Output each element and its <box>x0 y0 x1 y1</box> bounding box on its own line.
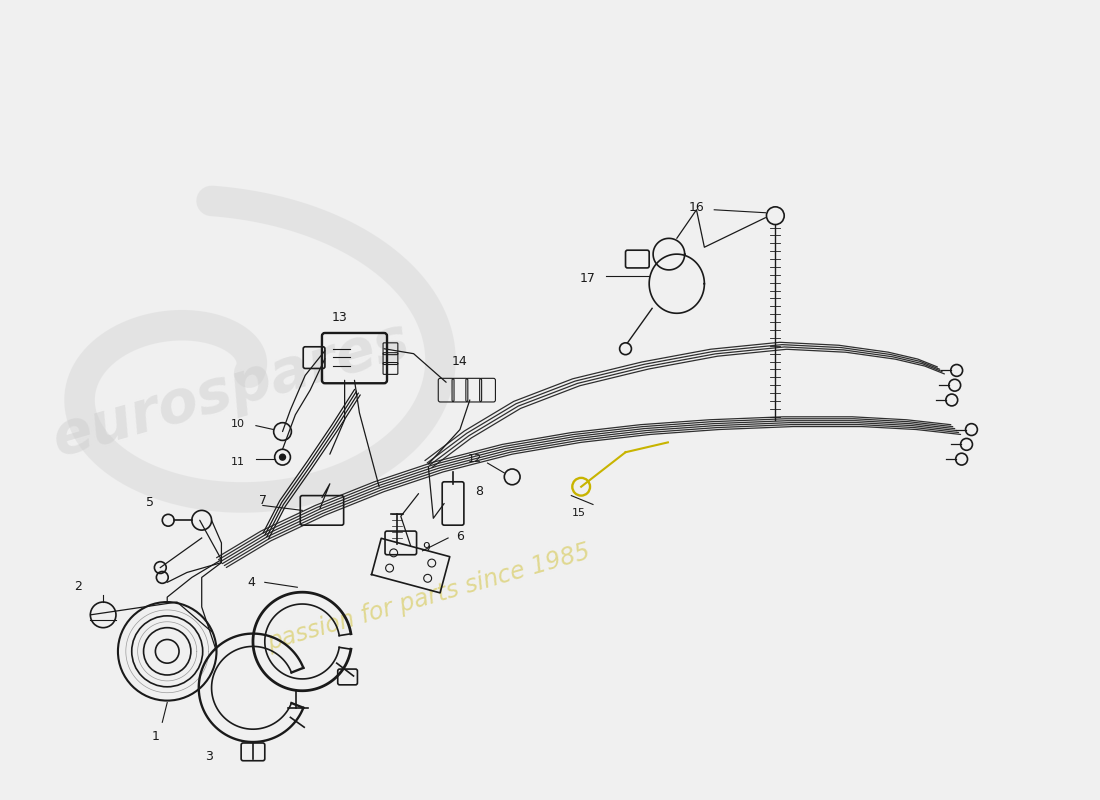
Text: eurospares: eurospares <box>46 312 417 468</box>
Text: 5: 5 <box>146 496 154 509</box>
Text: 1: 1 <box>152 730 160 743</box>
Text: 2: 2 <box>75 580 82 593</box>
Text: 8: 8 <box>475 485 483 498</box>
Text: 13: 13 <box>332 311 348 324</box>
Text: 12: 12 <box>468 454 482 464</box>
Text: 11: 11 <box>231 457 245 467</box>
Text: 10: 10 <box>231 418 245 429</box>
Text: 4: 4 <box>248 576 255 589</box>
Text: 6: 6 <box>456 530 464 542</box>
Circle shape <box>279 454 286 460</box>
Text: passion for parts since 1985: passion for parts since 1985 <box>264 539 593 655</box>
Text: 15: 15 <box>572 509 586 518</box>
Text: 3: 3 <box>205 750 212 763</box>
Text: 9: 9 <box>422 542 430 554</box>
Text: 14: 14 <box>452 355 468 369</box>
Text: 7: 7 <box>258 494 267 507</box>
Text: 17: 17 <box>580 272 596 286</box>
Text: 16: 16 <box>689 202 704 214</box>
